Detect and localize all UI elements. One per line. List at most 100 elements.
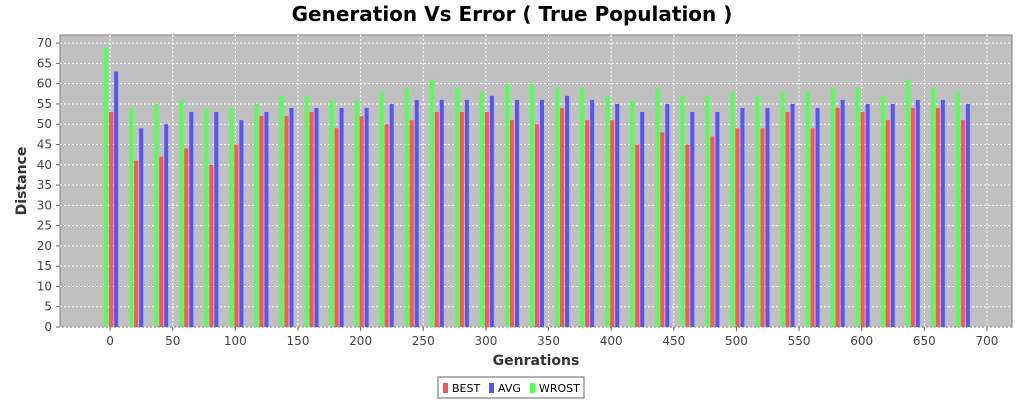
bar-best xyxy=(284,116,289,327)
bar-avg xyxy=(940,99,945,327)
bar-avg xyxy=(264,112,269,327)
y-tick-label: 0 xyxy=(44,320,52,334)
x-tick-label: 650 xyxy=(913,334,936,348)
bar-best xyxy=(409,120,414,328)
bar-best xyxy=(535,124,539,327)
x-tick-label: 700 xyxy=(975,334,998,348)
bar-wrost xyxy=(580,87,585,327)
bar-wrost xyxy=(855,87,860,327)
legend-box xyxy=(437,376,585,399)
bar-avg xyxy=(565,95,570,327)
legend-swatch-wrost xyxy=(530,383,535,393)
bar-wrost xyxy=(304,95,309,327)
bar-wrost xyxy=(204,108,209,327)
bar-best xyxy=(660,132,665,327)
bar-avg xyxy=(865,103,870,327)
bar-avg xyxy=(464,99,469,327)
x-tick-label: 550 xyxy=(788,334,811,348)
bar-wrost xyxy=(930,87,935,327)
legend-label-wrost: WROST xyxy=(539,382,580,395)
bar-best xyxy=(610,120,615,328)
bar-avg xyxy=(790,103,795,327)
bar-avg xyxy=(189,112,194,327)
legend: BEST AVG WROST xyxy=(437,376,585,399)
bar-best xyxy=(234,144,239,327)
bar-wrost xyxy=(454,87,459,327)
y-tick-label: 45 xyxy=(37,138,52,152)
bar-avg xyxy=(715,112,720,327)
bar-wrost xyxy=(730,91,735,328)
bar-wrost xyxy=(780,91,785,328)
bar-avg xyxy=(489,95,494,327)
x-tick-label: 200 xyxy=(349,334,372,348)
bar-wrost xyxy=(655,87,660,327)
bar-wrost xyxy=(905,79,910,327)
bar-best xyxy=(685,144,690,327)
bar-wrost xyxy=(229,108,234,327)
x-tick-label: 300 xyxy=(474,334,497,348)
bar-best xyxy=(710,136,715,327)
bar-best xyxy=(109,112,114,327)
bar-best xyxy=(860,112,865,327)
bar-wrost xyxy=(404,87,409,327)
bar-avg xyxy=(815,108,820,327)
bar-best xyxy=(359,116,364,327)
bar-avg xyxy=(314,108,319,327)
bar-wrost xyxy=(129,108,134,327)
bar-best xyxy=(309,112,314,327)
bar-best xyxy=(159,156,164,327)
x-tick-label: 450 xyxy=(662,334,685,348)
bar-wrost xyxy=(154,103,159,327)
y-tick-label: 65 xyxy=(37,56,52,70)
bar-best xyxy=(459,112,464,327)
bar-avg xyxy=(540,99,544,327)
bar-wrost xyxy=(555,87,560,327)
bar-wrost xyxy=(379,91,384,328)
bar-wrost xyxy=(605,95,610,327)
x-tick-label: 50 xyxy=(165,334,180,348)
bar-avg xyxy=(965,103,970,327)
x-tick-label: 600 xyxy=(850,334,873,348)
bar-avg xyxy=(439,99,444,327)
bar-best xyxy=(134,160,139,327)
bar-wrost xyxy=(530,83,534,328)
legend-swatch-best xyxy=(443,383,448,393)
bar-avg xyxy=(164,124,169,327)
bar-avg xyxy=(740,108,745,327)
y-tick-label: 5 xyxy=(44,300,52,314)
chart-title: Generation Vs Error ( True Population ) xyxy=(292,2,733,26)
bar-best xyxy=(560,108,565,327)
y-tick-label: 25 xyxy=(37,219,52,233)
bar-avg xyxy=(665,103,670,327)
x-tick-label: 100 xyxy=(224,334,247,348)
bar-best xyxy=(585,120,590,328)
bar-best xyxy=(935,108,940,327)
y-tick-label: 15 xyxy=(37,259,52,273)
y-tick-label: 70 xyxy=(37,36,52,50)
bar-best xyxy=(259,116,264,327)
bar-wrost xyxy=(179,99,184,327)
x-tick-label: 0 xyxy=(106,334,114,348)
bar-best xyxy=(484,112,489,327)
y-tick-label: 35 xyxy=(37,178,52,192)
bar-best xyxy=(434,112,439,327)
y-axis-title: Distance xyxy=(14,147,30,216)
x-axis: 0 50 100 150 200 250 300 350 400 450 500 550 600 650 7… xyxy=(106,327,998,348)
bar-wrost xyxy=(830,87,835,327)
bar-wrost xyxy=(680,95,685,327)
bar-avg xyxy=(915,99,920,327)
bar-wrost xyxy=(429,79,434,327)
bar-wrost xyxy=(254,103,259,327)
bar-best xyxy=(835,108,840,327)
legend-label-avg: AVG xyxy=(498,382,521,395)
bar-avg xyxy=(840,99,845,327)
bar-wrost xyxy=(630,99,635,327)
bar-best xyxy=(785,112,790,327)
bar-best xyxy=(384,124,389,327)
bar-avg xyxy=(239,120,244,328)
bar-best xyxy=(334,128,339,327)
bar-avg xyxy=(514,99,519,327)
bar-avg xyxy=(590,99,595,327)
bar-avg xyxy=(890,103,895,327)
y-tick-label: 10 xyxy=(37,279,52,293)
